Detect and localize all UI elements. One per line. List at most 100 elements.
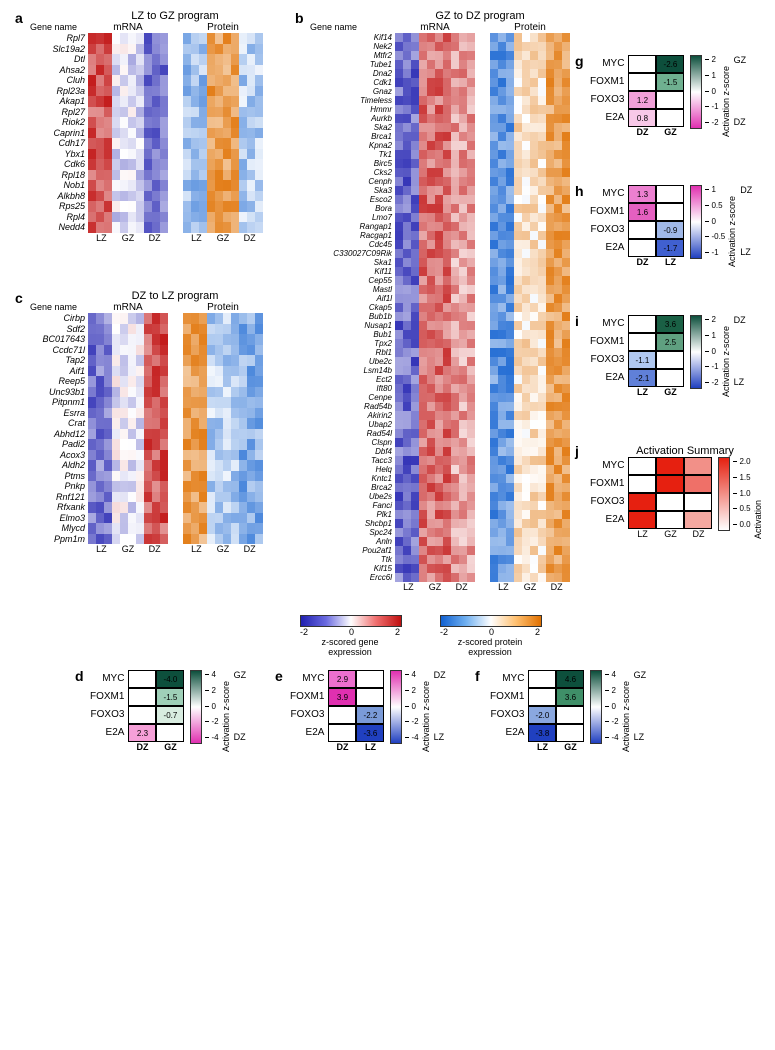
- gene-label: Cep55: [300, 276, 395, 285]
- gene-label: Cdh17: [20, 138, 88, 149]
- tf-cell: [684, 511, 712, 529]
- tf-colorbar: [690, 315, 702, 389]
- gene-label: Elmo3: [20, 513, 88, 524]
- gene-label: Helq: [300, 465, 395, 474]
- tf-cell: [628, 73, 656, 91]
- gene-label: Ube2s: [300, 492, 395, 501]
- gene-label: Abhd12: [20, 429, 88, 440]
- cb-prot-min: -2: [440, 627, 448, 637]
- tf-colorbar: [590, 670, 602, 744]
- gene-label: Fanci: [300, 501, 395, 510]
- cb-mrna-max: 2: [395, 627, 400, 637]
- tf-cell: -1.5: [656, 73, 684, 91]
- panel-b-title: GZ to DZ program: [385, 10, 575, 22]
- tf-row-label: FOXM1: [490, 688, 528, 706]
- gene-label: Cdk6: [20, 159, 88, 170]
- gene-label: Pitpnm1: [20, 397, 88, 408]
- gene-label: Bub1b: [300, 312, 395, 321]
- gene-label: Lmo7: [300, 213, 395, 222]
- tf-cell: [656, 109, 684, 127]
- gene-label: Rfxank: [20, 502, 88, 513]
- tf-top-label: GZ: [634, 670, 647, 680]
- gene-label: Clspn: [300, 438, 395, 447]
- axis-c-mrna: LZGZDZ: [88, 544, 168, 554]
- panel-j: jActivation SummaryMYCFOXM1FOXO3E2ALZGZD…: [590, 445, 763, 539]
- panel-c-title: DZ to LZ program: [80, 290, 270, 302]
- tf-col-label: GZ: [656, 529, 684, 539]
- panel-g-label: g: [575, 53, 584, 69]
- tf-cb-label: Activation z-score: [221, 670, 231, 752]
- tf-cell: [528, 670, 556, 688]
- tf-cell: [328, 724, 356, 742]
- tf-cell: 3.6: [656, 315, 684, 333]
- tf-row-label: FOXO3: [290, 706, 328, 724]
- gene-label: Esco2: [300, 195, 395, 204]
- tf-row-label: E2A: [290, 724, 328, 742]
- tf-row-label: E2A: [590, 369, 628, 387]
- tf-cell: 3.9: [328, 688, 356, 706]
- tf-bottom-label: DZ: [734, 117, 747, 127]
- tf-col-label: DZ: [328, 742, 356, 752]
- protein-header-b: Protein: [490, 22, 570, 33]
- tf-cell: [356, 688, 384, 706]
- gene-label: Bora: [300, 204, 395, 213]
- panel-a-label: a: [15, 10, 23, 26]
- gene-label: Kntc1: [300, 474, 395, 483]
- gene-label: Ska3: [300, 186, 395, 195]
- gene-label: Mastl: [300, 285, 395, 294]
- tf-row-label: FOXO3: [590, 221, 628, 239]
- gene-label: Pnkp: [20, 481, 88, 492]
- gene-label: Ttk: [300, 555, 395, 564]
- j-cb-label: Activation: [753, 457, 763, 539]
- tf-cell: [556, 724, 584, 742]
- gene-label: Cdk1: [300, 78, 395, 87]
- tf-row-label: FOXM1: [290, 688, 328, 706]
- heatmap-a-protein: [183, 33, 263, 233]
- gene-label: Ift80: [300, 384, 395, 393]
- tf-row-label: FOXM1: [590, 73, 628, 91]
- tf-row-label: MYC: [590, 185, 628, 203]
- tf-colorbar: [690, 185, 702, 259]
- gene-label: Dbf4: [300, 447, 395, 456]
- gene-label: Cirbp: [20, 313, 88, 324]
- tf-cell: [684, 457, 712, 475]
- gene-label: Aif1l: [300, 294, 395, 303]
- tf-row-label: E2A: [590, 511, 628, 529]
- gene-label: Nusap1: [300, 321, 395, 330]
- gene-label: Ska2: [300, 123, 395, 132]
- tf-row-label: MYC: [590, 457, 628, 475]
- gene-label: Mlycd: [20, 523, 88, 534]
- heatmap-c-protein: [183, 313, 263, 544]
- gene-label: Ppm1m: [20, 534, 88, 545]
- tf-col-label: LZ: [628, 529, 656, 539]
- gene-label: Caprin1: [20, 128, 88, 139]
- gene-label: Rpl7: [20, 33, 88, 44]
- tf-row-label: FOXO3: [590, 351, 628, 369]
- tf-top-label: GZ: [734, 55, 747, 65]
- gene-list-a: Rpl7Slc19a2DtlAhsa2CluhRpl23aAkap1Rpl27R…: [20, 33, 88, 233]
- tf-cell: 3.6: [556, 688, 584, 706]
- gene-label: Birc5: [300, 159, 395, 168]
- heatmap-c-mrna: [88, 313, 168, 544]
- gene-label: Racgap1: [300, 231, 395, 240]
- tf-cb-label: Activation z-score: [727, 185, 737, 267]
- tf-row-label: FOXO3: [490, 706, 528, 724]
- gene-label: Kif14: [300, 33, 395, 42]
- tf-cell: -4.0: [156, 670, 184, 688]
- gene-label: Cenpe: [300, 393, 395, 402]
- panel-h-label: h: [575, 183, 584, 199]
- gene-label: Ska1: [300, 258, 395, 267]
- axis-a-mrna: LZGZDZ: [88, 233, 168, 243]
- gene-label: Aif1: [20, 366, 88, 377]
- cb-mrna-label: z-scored gene expression: [300, 637, 400, 657]
- gene-label: Kif15: [300, 564, 395, 573]
- gene-label: Rpl4: [20, 212, 88, 223]
- gene-header-b: Gene name: [310, 22, 395, 33]
- gene-label: Ube2c: [300, 357, 395, 366]
- panel-h: hMYCFOXM1FOXO3E2A1.31.6DZ-0.9-1.7LZ10.50…: [590, 185, 772, 267]
- tf-cell: [128, 670, 156, 688]
- tf-bottom-label: DZ: [234, 732, 247, 742]
- gene-label: Tube1: [300, 60, 395, 69]
- tf-cell: -1.7: [656, 239, 684, 257]
- gene-header-c: Gene name: [30, 302, 88, 313]
